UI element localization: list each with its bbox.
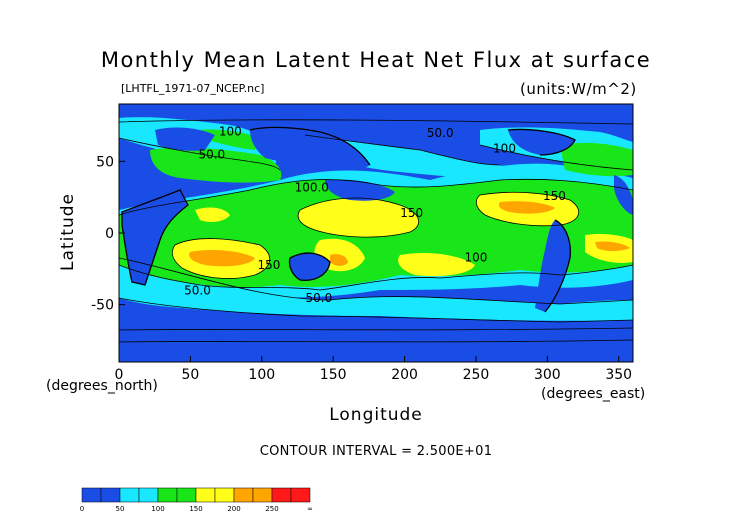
x-tick-label: 200 — [391, 367, 418, 383]
x-tick-label: 250 — [463, 367, 490, 383]
colorbar-swatch — [214, 487, 235, 503]
x-axis-label: Longitude — [329, 405, 423, 425]
contour-label: 50.0 — [184, 284, 211, 298]
colorbar-swatch — [271, 487, 292, 503]
heatmap-plot-area: 100 50.0 100.0 150 150 100 50.0 100 50.0 150 50.0 — [119, 104, 633, 362]
colorbar-swatch — [176, 487, 197, 503]
colorbar-swatch — [100, 487, 121, 503]
y-tick-label: 0 — [105, 226, 114, 242]
contour-label: 150 — [400, 206, 423, 220]
colorbar-label: 100 — [151, 505, 164, 513]
x-tick-label: 100 — [248, 367, 275, 383]
colorbar-label: 250 — [265, 505, 278, 513]
colorbar-label: 50 — [116, 505, 125, 513]
chart-subtitle: [LHTFL_1971-07_NCEP.nc] — [121, 82, 265, 95]
y-axis-units: (degrees_north) — [46, 378, 158, 394]
y-tick-label: -50 — [91, 298, 114, 314]
colorbar-swatch — [252, 487, 273, 503]
colorbar-swatch — [195, 487, 216, 503]
chart-title: Monthly Mean Latent Heat Net Flux at sur… — [100, 48, 652, 72]
contour-label: 100 — [464, 251, 487, 265]
contour-label: 100 — [219, 125, 242, 139]
colorbar-label: ∞ — [307, 505, 313, 513]
y-tick-label: 50 — [96, 154, 114, 170]
colorbar-swatch — [119, 487, 140, 503]
colorbar-swatch — [81, 487, 102, 503]
colorbar: 0 50 100 150 200 250 ∞ — [80, 487, 313, 513]
colorbar-swatch — [157, 487, 178, 503]
contour-label: 50.0 — [306, 291, 333, 305]
x-tick-label: 50 — [181, 367, 199, 383]
colorbar-swatch — [290, 487, 311, 503]
colorbar-label: 150 — [189, 505, 202, 513]
x-tick-label: 0 — [115, 367, 124, 383]
x-axis-ticks: 0 50 100 150 200 250 300 350 — [115, 356, 632, 383]
colorbar-swatch — [233, 487, 254, 503]
contour-labels: 100 50.0 100.0 150 150 100 50.0 100 50.0 150 50.0 — [184, 125, 566, 305]
contour-interval: CONTOUR INTERVAL = 2.500E+01 — [259, 444, 493, 459]
x-axis-units: (degrees_east) — [541, 386, 646, 402]
contour-label: 150 — [543, 189, 566, 203]
contour-label: 150 — [257, 258, 280, 272]
contour-label: 50.0 — [427, 126, 454, 140]
colorbar-swatch — [138, 487, 159, 503]
contour-label: 50.0 — [198, 147, 225, 161]
contour-label: 100.0 — [295, 180, 329, 194]
units-label: (units:W/m^2) — [520, 80, 637, 98]
y-axis-ticks: -50 0 50 — [91, 154, 125, 314]
contour-label: 100 — [493, 142, 516, 156]
x-tick-label: 300 — [534, 367, 561, 383]
x-tick-label: 350 — [605, 367, 632, 383]
colorbar-label: 200 — [227, 505, 240, 513]
x-tick-label: 150 — [320, 367, 347, 383]
colorbar-label: 0 — [80, 505, 84, 513]
